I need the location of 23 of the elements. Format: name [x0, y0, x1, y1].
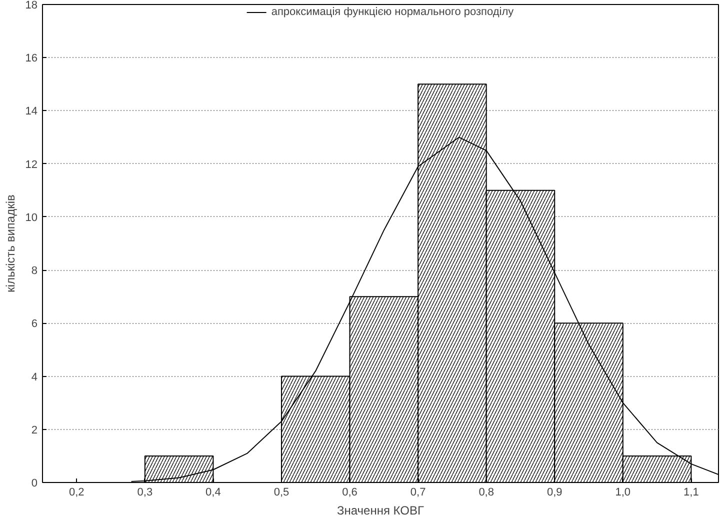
x-tick-label: 1,0	[615, 486, 631, 498]
y-axis-title: кількість випадків	[3, 194, 18, 292]
y-tick-label: 10	[25, 212, 38, 224]
x-tick-label: 1,1	[684, 486, 699, 498]
x-tick-label: 0,7	[410, 486, 426, 498]
y-tick-label: 4	[31, 371, 38, 384]
y-tick-label: 14	[25, 106, 38, 118]
y-tick-label: 8	[31, 265, 38, 278]
x-tick-label: 0,3	[137, 486, 153, 498]
y-tick-label: 2	[31, 424, 38, 436]
legend-label: апроксимація функцією нормального розподілу	[271, 6, 514, 18]
x-tick-label: 0,4	[206, 486, 221, 498]
y-tick-label: 16	[25, 52, 38, 65]
y-tick-label: 0	[31, 478, 38, 490]
x-tick-label: 0,2	[68, 486, 84, 498]
x-axis-title: Значення КОВГ	[337, 504, 424, 518]
y-tick-label: 6	[31, 318, 38, 330]
y-tick-label: 12	[25, 158, 38, 171]
x-tick-label: 0,8	[478, 486, 494, 498]
x-tick-label: 0,6	[342, 486, 358, 498]
x-tick-label: 0,9	[546, 486, 562, 498]
y-tick-label: 18	[25, 0, 38, 12]
x-tick-label: 0,5	[274, 486, 290, 498]
